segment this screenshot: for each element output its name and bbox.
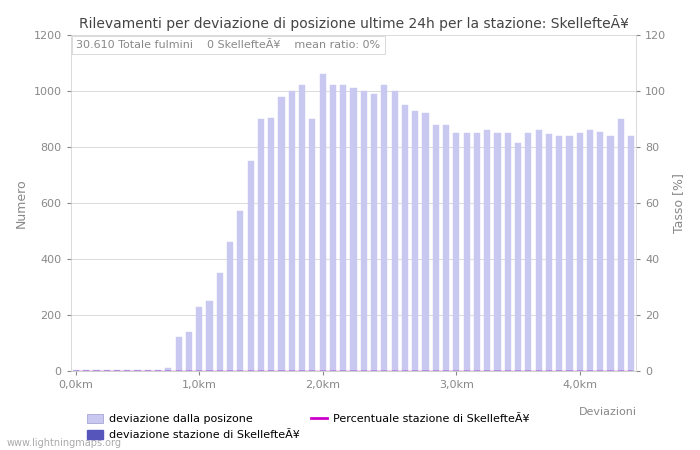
Bar bbox=[422, 113, 428, 371]
Bar bbox=[93, 369, 99, 371]
Bar bbox=[186, 332, 192, 371]
Bar bbox=[391, 91, 398, 371]
Bar bbox=[433, 125, 439, 371]
Bar bbox=[525, 133, 531, 371]
Bar bbox=[382, 86, 387, 371]
Text: Deviazioni: Deviazioni bbox=[579, 407, 637, 417]
Bar bbox=[484, 130, 490, 371]
Bar bbox=[237, 212, 244, 371]
Bar bbox=[83, 369, 89, 371]
Bar bbox=[196, 306, 202, 371]
Y-axis label: Numero: Numero bbox=[15, 178, 28, 228]
Bar bbox=[351, 88, 356, 371]
Bar bbox=[155, 369, 161, 371]
Bar bbox=[618, 119, 624, 371]
Bar bbox=[536, 130, 542, 371]
Bar bbox=[104, 369, 110, 371]
Bar bbox=[248, 161, 254, 371]
Bar bbox=[505, 133, 511, 371]
Text: www.lightningmaps.org: www.lightningmaps.org bbox=[7, 437, 122, 447]
Bar bbox=[597, 131, 603, 371]
Bar bbox=[299, 86, 305, 371]
Bar bbox=[114, 369, 120, 371]
Bar bbox=[268, 117, 274, 371]
Text: 30.610 Totale fulmini    0 SkellefteÃ¥    mean ratio: 0%: 30.610 Totale fulmini 0 SkellefteÃ¥ mean… bbox=[76, 40, 381, 50]
Bar bbox=[360, 91, 367, 371]
Bar bbox=[371, 94, 377, 371]
Bar bbox=[587, 130, 593, 371]
Bar bbox=[217, 273, 223, 371]
Bar bbox=[453, 133, 459, 371]
Bar bbox=[577, 133, 583, 371]
Title: Rilevamenti per deviazione di posizione ultime 24h per la stazione: SkellefteÃ¥: Rilevamenti per deviazione di posizione … bbox=[78, 15, 629, 31]
Bar bbox=[258, 119, 264, 371]
Bar bbox=[628, 136, 634, 371]
Bar bbox=[515, 143, 521, 371]
Bar bbox=[227, 242, 233, 371]
Y-axis label: Tasso [%]: Tasso [%] bbox=[672, 173, 685, 233]
Legend: deviazione dalla posizone, deviazione stazione di SkellefteÃ¥, Percentuale stazi: deviazione dalla posizone, deviazione st… bbox=[82, 409, 534, 445]
Bar bbox=[288, 91, 295, 371]
Bar bbox=[474, 133, 480, 371]
Bar bbox=[546, 134, 552, 371]
Bar bbox=[556, 136, 562, 371]
Bar bbox=[320, 74, 326, 371]
Bar bbox=[494, 133, 500, 371]
Bar bbox=[165, 368, 172, 371]
Bar bbox=[402, 105, 408, 371]
Bar bbox=[145, 369, 151, 371]
Bar bbox=[608, 136, 614, 371]
Bar bbox=[443, 125, 449, 371]
Bar bbox=[463, 133, 470, 371]
Bar bbox=[124, 369, 130, 371]
Bar bbox=[73, 369, 79, 371]
Bar bbox=[309, 119, 316, 371]
Bar bbox=[340, 86, 346, 371]
Bar bbox=[330, 86, 336, 371]
Bar bbox=[279, 96, 285, 371]
Bar bbox=[206, 301, 213, 371]
Bar bbox=[566, 136, 573, 371]
Bar bbox=[134, 369, 141, 371]
Bar bbox=[176, 338, 182, 371]
Bar bbox=[412, 111, 419, 371]
